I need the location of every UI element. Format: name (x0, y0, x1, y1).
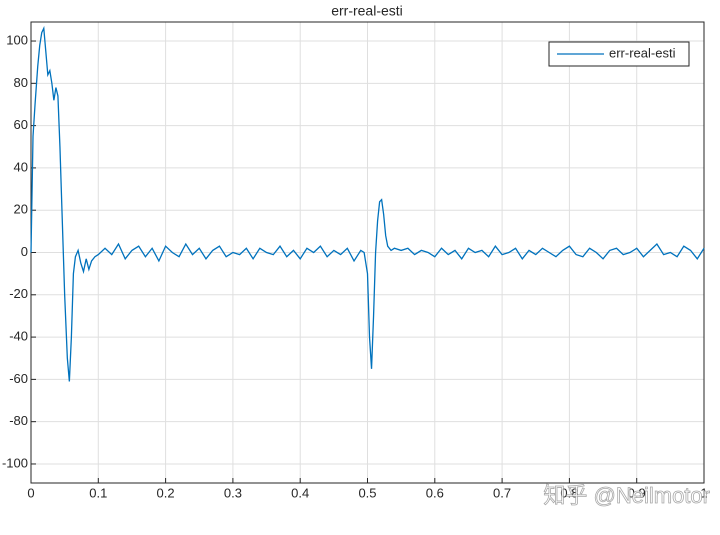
x-tick-label: 0.4 (291, 485, 309, 500)
x-tick-label: 0.5 (358, 485, 376, 500)
y-tick-label: -100 (2, 455, 28, 470)
y-tick-label: 20 (14, 202, 28, 217)
y-tick-label: -40 (9, 329, 28, 344)
y-tick-label: -60 (9, 371, 28, 386)
watermark: 知乎 @Neilmotor (543, 483, 710, 508)
y-tick-label: 100 (6, 32, 28, 47)
y-tick-label: -20 (9, 286, 28, 301)
x-tick-label: 0.2 (157, 485, 175, 500)
x-tick-label: 0.8 (560, 485, 578, 500)
x-tick-label: 0 (27, 485, 34, 500)
x-tick-label: 0.7 (493, 485, 511, 500)
y-tick-label: -80 (9, 413, 28, 428)
y-tick-label: 80 (14, 75, 28, 90)
data-line (30, 25, 705, 382)
x-tick-label: 0.3 (224, 485, 242, 500)
x-tick-label: 1 (700, 485, 707, 500)
y-tick-label: 40 (14, 159, 28, 174)
x-tick-label: 0.9 (628, 485, 646, 500)
chart-title: err-real-esti (331, 3, 403, 19)
y-tick-label: 60 (14, 117, 28, 132)
legend-label: err-real-esti (609, 45, 676, 60)
y-tick-label: 0 (21, 244, 28, 259)
x-tick-label: 0.6 (426, 485, 444, 500)
x-tick-label: 0.1 (89, 485, 107, 500)
